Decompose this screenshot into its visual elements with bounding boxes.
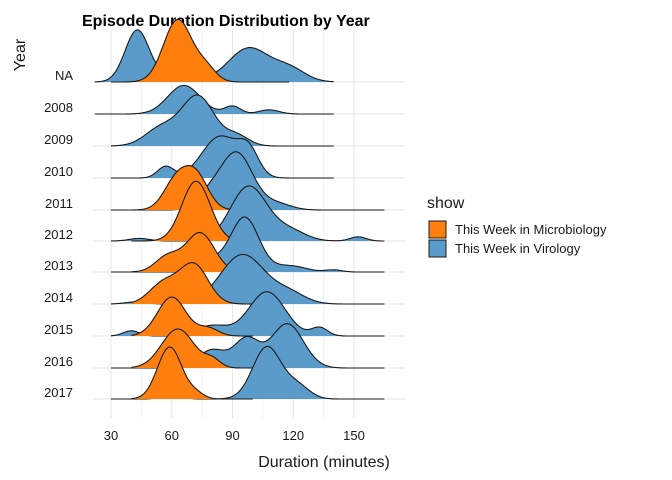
x-tick-label-60: 60 [165, 428, 179, 443]
y-tick-label-2015: 2015 [44, 322, 73, 337]
y-tick-label-2017: 2017 [44, 385, 73, 400]
y-tick-label-2014: 2014 [44, 290, 73, 305]
ridge-this-week-in-virology-2010 [111, 135, 334, 179]
ridge-fill [131, 347, 253, 399]
ridge-this-week-in-microbiology-na [111, 18, 290, 83]
ridge-outline [110, 94, 334, 147]
x-tick-label-120: 120 [282, 428, 304, 443]
y-tick-label-2012: 2012 [44, 227, 73, 242]
ridge-fill [111, 323, 385, 368]
ridge-fill [111, 95, 334, 146]
x-tick-label-30: 30 [104, 428, 118, 443]
ridge-fill [111, 254, 385, 304]
ridge-this-week-in-virology-2008 [94, 84, 334, 115]
ridge-outline [131, 296, 253, 337]
ridge-outline [94, 84, 334, 115]
legend-title: show [427, 195, 465, 212]
ridge-outline [131, 346, 253, 400]
ridge-fill [131, 297, 253, 336]
ridge-fill [111, 135, 334, 178]
ridge-outline [111, 135, 334, 179]
ridges [94, 18, 385, 400]
legend-swatch-this-week-in-virology [428, 239, 447, 258]
ridge-fill [111, 346, 385, 399]
ridge-outline [131, 328, 253, 369]
y-tick-label-2011: 2011 [45, 196, 73, 211]
ridge-this-week-in-microbiology-2015 [131, 296, 253, 337]
chart-title: Episode Duration Distribution by Year [82, 13, 370, 30]
y-tick-label-2008: 2008 [44, 100, 73, 115]
ridge-this-week-in-virology-2009 [110, 94, 334, 147]
ridge-fill [111, 151, 385, 210]
ridge-fill [131, 232, 253, 272]
ridge-this-week-in-microbiology-2017 [131, 346, 253, 400]
x-tick-label-90: 90 [225, 428, 239, 443]
legend-label-this-week-in-microbiology: This Week in Microbiology [455, 222, 607, 237]
ridge-this-week-in-microbiology-2014 [131, 262, 253, 305]
legend-label-this-week-in-virology: This Week in Virology [455, 241, 581, 256]
ridge-fill [131, 181, 253, 241]
ridge-fill [131, 262, 253, 304]
y-tick-label-2013: 2013 [44, 258, 73, 273]
x-tick-labels: 30 60 90 120 150 [104, 428, 365, 443]
y-tick-label-na: NA [55, 68, 73, 83]
ridge-fill [111, 19, 290, 82]
x-axis-title: Duration (minutes) [258, 454, 390, 471]
x-tick-label-150: 150 [343, 428, 365, 443]
y-tick-label-2010: 2010 [44, 164, 73, 179]
y-tick-label-2016: 2016 [44, 354, 73, 369]
y-axis-title: Year [12, 38, 29, 71]
y-tick-labels: NA 2008 2009 2010 2011 2012 2013 2014 2015 2016 20… [44, 68, 73, 400]
ridge-outline [111, 18, 290, 83]
ridge-fill [111, 185, 385, 241]
ridge-outline [131, 262, 253, 305]
ridge-fill [111, 217, 385, 272]
legend-entries: This Week in Microbiology This Week in Vi… [428, 220, 607, 258]
ridge-fill [111, 291, 385, 336]
legend-swatch-this-week-in-microbiology [428, 220, 447, 239]
y-tick-label-2009: 2009 [44, 132, 73, 147]
ridge-fill [94, 85, 334, 114]
